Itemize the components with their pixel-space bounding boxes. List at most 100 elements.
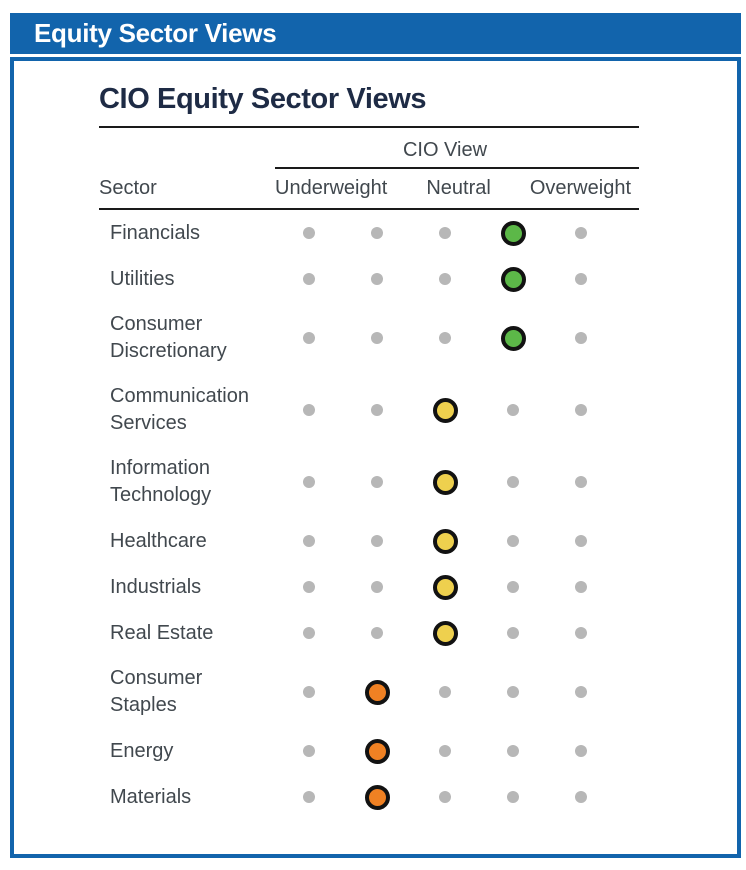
scale-cell <box>343 679 411 705</box>
inactive-dot <box>575 627 587 639</box>
sector-row: Financials <box>99 210 639 256</box>
inactive-dot <box>507 791 519 803</box>
title-rule <box>99 126 639 128</box>
scale-cell <box>479 621 547 646</box>
rating-scale <box>275 220 615 246</box>
inactive-dot <box>303 476 315 488</box>
scale-cell <box>343 738 411 764</box>
scale-cell <box>547 470 615 495</box>
inactive-dot <box>507 745 519 757</box>
sector-row: Utilities <box>99 256 639 302</box>
sector-label: Utilities <box>110 267 175 290</box>
inactive-dot <box>575 332 587 344</box>
sector-label: Financials <box>110 221 201 244</box>
sector-label: Materials <box>110 785 192 808</box>
scale-cell <box>411 397 479 423</box>
sector-row: Healthcare <box>99 518 639 564</box>
inactive-dot <box>439 332 451 344</box>
scale-cell <box>411 469 479 495</box>
scale-cell <box>275 326 343 351</box>
sector-rows: Financials Utilities Consumer Discretionar… <box>99 210 737 820</box>
sector-label: Industrials <box>110 575 202 598</box>
scale-cell <box>275 621 343 646</box>
header-bar: Equity Sector Views <box>10 13 741 54</box>
inactive-dot <box>303 404 315 416</box>
inactive-dot <box>371 273 383 285</box>
scale-cell <box>479 266 547 292</box>
rating-scale <box>275 620 615 646</box>
inactive-dot <box>439 227 451 239</box>
scale-cell <box>343 326 411 351</box>
sector-label: Healthcare <box>110 529 207 552</box>
inactive-dot <box>575 404 587 416</box>
sector-label: Real Estate <box>110 621 214 644</box>
sector-label: Energy <box>110 739 174 762</box>
inactive-dot <box>507 627 519 639</box>
scale-cell <box>411 680 479 705</box>
overweight-column-label: Overweight <box>529 177 631 199</box>
scale-cell <box>275 529 343 554</box>
inactive-dot <box>439 273 451 285</box>
inactive-dot <box>303 332 315 344</box>
inactive-dot <box>439 686 451 698</box>
scale-cell <box>411 739 479 764</box>
underweight-dot <box>364 679 390 705</box>
sector-column-spacer <box>99 130 275 169</box>
inactive-dot <box>303 581 315 593</box>
scale-cell <box>411 574 479 600</box>
sector-row: Consumer Discretionary <box>99 302 639 374</box>
scale-cell <box>343 470 411 495</box>
inactive-dot <box>575 791 587 803</box>
scale-cell <box>547 575 615 600</box>
sector-row: Information Technology <box>99 446 639 518</box>
view-labels: Underweight Neutral Overweight <box>275 177 639 200</box>
scale-cell <box>275 680 343 705</box>
cio-view-group-header: CIO View <box>275 130 639 169</box>
cio-views-panel: CIO Equity Sector Views CIO View Sector … <box>10 57 741 858</box>
underweight-dot <box>364 784 390 810</box>
neutral-dot <box>432 469 458 495</box>
scale-cell <box>275 470 343 495</box>
scale-cell <box>411 785 479 810</box>
column-header-row: Sector Underweight Neutral Overweight <box>99 169 639 208</box>
inactive-dot <box>507 535 519 547</box>
sector-label: Information Technology <box>110 457 212 506</box>
rating-scale <box>275 679 615 705</box>
sector-row: Energy <box>99 728 639 774</box>
neutral-dot <box>432 620 458 646</box>
neutral-dot <box>432 574 458 600</box>
sector-row: Real Estate <box>99 610 639 656</box>
scale-cell <box>479 575 547 600</box>
scale-cell <box>411 221 479 246</box>
inactive-dot <box>575 686 587 698</box>
inactive-dot <box>371 404 383 416</box>
inactive-dot <box>303 627 315 639</box>
figure-title: CIO Equity Sector Views <box>99 83 427 115</box>
underweight-dot <box>364 738 390 764</box>
inactive-dot <box>439 745 451 757</box>
inactive-dot <box>507 581 519 593</box>
inactive-dot <box>371 627 383 639</box>
inactive-dot <box>303 535 315 547</box>
rating-scale <box>275 738 615 764</box>
scale-cell <box>343 784 411 810</box>
sector-column-header: Sector <box>99 177 157 199</box>
scale-cell <box>411 326 479 351</box>
scale-cell <box>547 529 615 554</box>
scale-cell <box>275 575 343 600</box>
scale-cell <box>343 398 411 423</box>
underweight-column-label: Underweight <box>275 177 388 199</box>
inactive-dot <box>575 227 587 239</box>
scale-cell <box>479 325 547 351</box>
scale-cell <box>479 398 547 423</box>
scale-cell <box>547 221 615 246</box>
inactive-dot <box>575 535 587 547</box>
rating-scale <box>275 528 615 554</box>
scale-cell <box>343 621 411 646</box>
scale-cell <box>479 529 547 554</box>
overweight-dot <box>500 220 526 246</box>
inactive-dot <box>303 273 315 285</box>
inactive-dot <box>575 745 587 757</box>
scale-cell <box>479 680 547 705</box>
